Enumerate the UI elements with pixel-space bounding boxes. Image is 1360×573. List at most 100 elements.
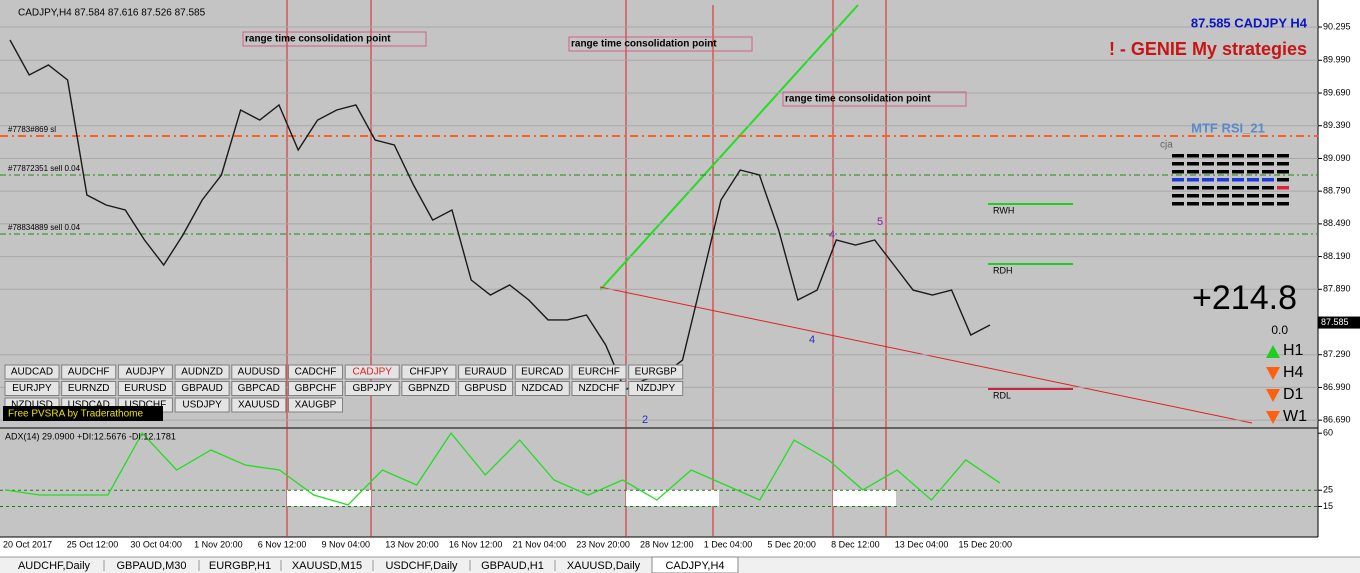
symbol-label: AUDCAD	[11, 367, 53, 378]
symbol-button[interactable]	[231, 364, 287, 380]
annotation-box	[242, 31, 427, 47]
symbol-button[interactable]	[571, 364, 627, 380]
symbol-button[interactable]	[174, 397, 230, 413]
symbol-button[interactable]	[458, 364, 514, 380]
tab-label[interactable]: EURGBP,H1	[209, 560, 271, 572]
x-tick-label: 30 Oct 04:00	[130, 539, 182, 549]
x-tick-label: 1 Nov 20:00	[194, 539, 243, 549]
tab-label[interactable]: CADJPY,H4	[665, 560, 724, 572]
symbol-button[interactable]	[288, 364, 343, 380]
mtf-cell	[1187, 202, 1199, 206]
mtf-cell	[1232, 154, 1244, 158]
mtf-cell	[1217, 202, 1229, 206]
mtf-cell	[1247, 178, 1259, 182]
y-tick-label: 87.290	[1323, 349, 1351, 359]
symbol-label: EURCAD	[521, 367, 563, 378]
adx-panel	[0, 428, 1318, 537]
mtf-cell	[1277, 170, 1289, 174]
y-tick-label: 90.295	[1323, 21, 1351, 31]
symbol-button[interactable]	[571, 381, 627, 396]
tab-label[interactable]: USDCHF,Daily	[385, 560, 458, 572]
trend-arrow	[1266, 411, 1280, 424]
mtf-cell	[1232, 178, 1244, 182]
symbol-label: EURNZD	[68, 383, 110, 394]
wave-label: 4	[809, 334, 815, 346]
trend-arrow	[1266, 389, 1280, 402]
symbol-button[interactable]	[344, 364, 400, 380]
symbol-button[interactable]	[117, 364, 173, 380]
symbol-button[interactable]	[174, 364, 230, 380]
mtf-cell	[1172, 170, 1184, 174]
range-label: RWH	[993, 205, 1014, 215]
y-tick-label: 88.190	[1323, 251, 1351, 261]
mtf-cell	[1202, 186, 1214, 190]
mtf-cell	[1202, 162, 1214, 166]
symbol-button[interactable]	[458, 381, 514, 396]
symbol-label: EURUSD	[124, 383, 166, 394]
mtf-cell	[1262, 194, 1274, 198]
symbol-label: GBPUSD	[464, 383, 506, 394]
tab-active[interactable]	[651, 556, 739, 573]
symbol-label: EURAUD	[464, 367, 506, 378]
mtf-cell	[1172, 194, 1184, 198]
mtf-cell	[1202, 202, 1214, 206]
mtf-cell	[1232, 194, 1244, 198]
tab-label[interactable]: GBPAUD,M30	[116, 560, 186, 572]
symbol-label: NZDUSD	[11, 400, 53, 411]
symbol-button[interactable]	[231, 381, 287, 396]
mtf-grid	[1172, 154, 1289, 206]
symbol-label: CHFJPY	[409, 367, 448, 378]
symbol-button[interactable]	[174, 381, 230, 396]
symbol-button[interactable]	[288, 381, 343, 396]
mtf-cell	[1277, 194, 1289, 198]
symbol-button[interactable]	[401, 364, 457, 380]
symbol-button[interactable]	[628, 381, 684, 396]
symbol-button[interactable]	[628, 364, 684, 380]
range-label: RDL	[993, 390, 1011, 400]
price-line	[9, 39, 991, 392]
symbol-button[interactable]	[514, 381, 570, 396]
mtf-cell	[1202, 178, 1214, 182]
tab-label[interactable]: XAUUSD,M15	[292, 560, 362, 572]
annotation: range time consolidation point	[785, 94, 931, 105]
y-tick-label: 60	[1323, 428, 1333, 438]
symbol-label: GBPJPY	[352, 383, 392, 394]
mtf-cell	[1217, 170, 1229, 174]
symbol-button[interactable]	[61, 381, 117, 396]
mtf-cell	[1217, 162, 1229, 166]
x-tick-label: 13 Nov 20:00	[385, 539, 439, 549]
symbol-label: GBPCAD	[238, 383, 280, 394]
wave-label: 4	[829, 229, 835, 241]
mtf-cell	[1247, 194, 1259, 198]
mtf-cell	[1262, 170, 1274, 174]
mtf-cell	[1187, 178, 1199, 182]
time-markers	[286, 0, 887, 537]
x-tick-label: 8 Dec 12:00	[831, 539, 880, 549]
symbol-button[interactable]	[401, 381, 457, 396]
mtf-cell	[1187, 154, 1199, 158]
order-label: #77872351 sell 0.04	[8, 164, 81, 173]
symbol-button[interactable]	[344, 381, 400, 396]
symbol-button[interactable]	[117, 381, 173, 396]
y-tick-label: 25	[1323, 485, 1333, 495]
symbol-button[interactable]	[61, 364, 117, 380]
symbol-info: CADJPY,H4 87.584 87.616 87.526 87.585	[18, 8, 206, 19]
symbol-button[interactable]	[4, 364, 60, 380]
mtf-cell	[1172, 186, 1184, 190]
symbol-button[interactable]	[231, 397, 287, 413]
y-tick-label: 86.690	[1323, 415, 1351, 425]
tab-label[interactable]: AUDCHF,Daily	[18, 560, 91, 572]
symbol-button[interactable]	[288, 397, 343, 413]
mtf-author: cja	[1160, 140, 1173, 151]
x-tick-label: 25 Oct 12:00	[67, 539, 119, 549]
y-tick-label: 88.790	[1323, 186, 1351, 196]
tab-label[interactable]: XAUUSD,Daily	[567, 560, 641, 572]
mtf-cell	[1247, 162, 1259, 166]
wave-label: 5	[877, 216, 883, 228]
annotation: range time consolidation point	[571, 39, 717, 50]
symbol-button[interactable]	[514, 364, 570, 380]
y-tick-label: 89.390	[1323, 120, 1351, 130]
mtf-cell	[1262, 202, 1274, 206]
tab-label[interactable]: GBPAUD,H1	[481, 560, 544, 572]
symbol-button[interactable]	[4, 381, 60, 396]
